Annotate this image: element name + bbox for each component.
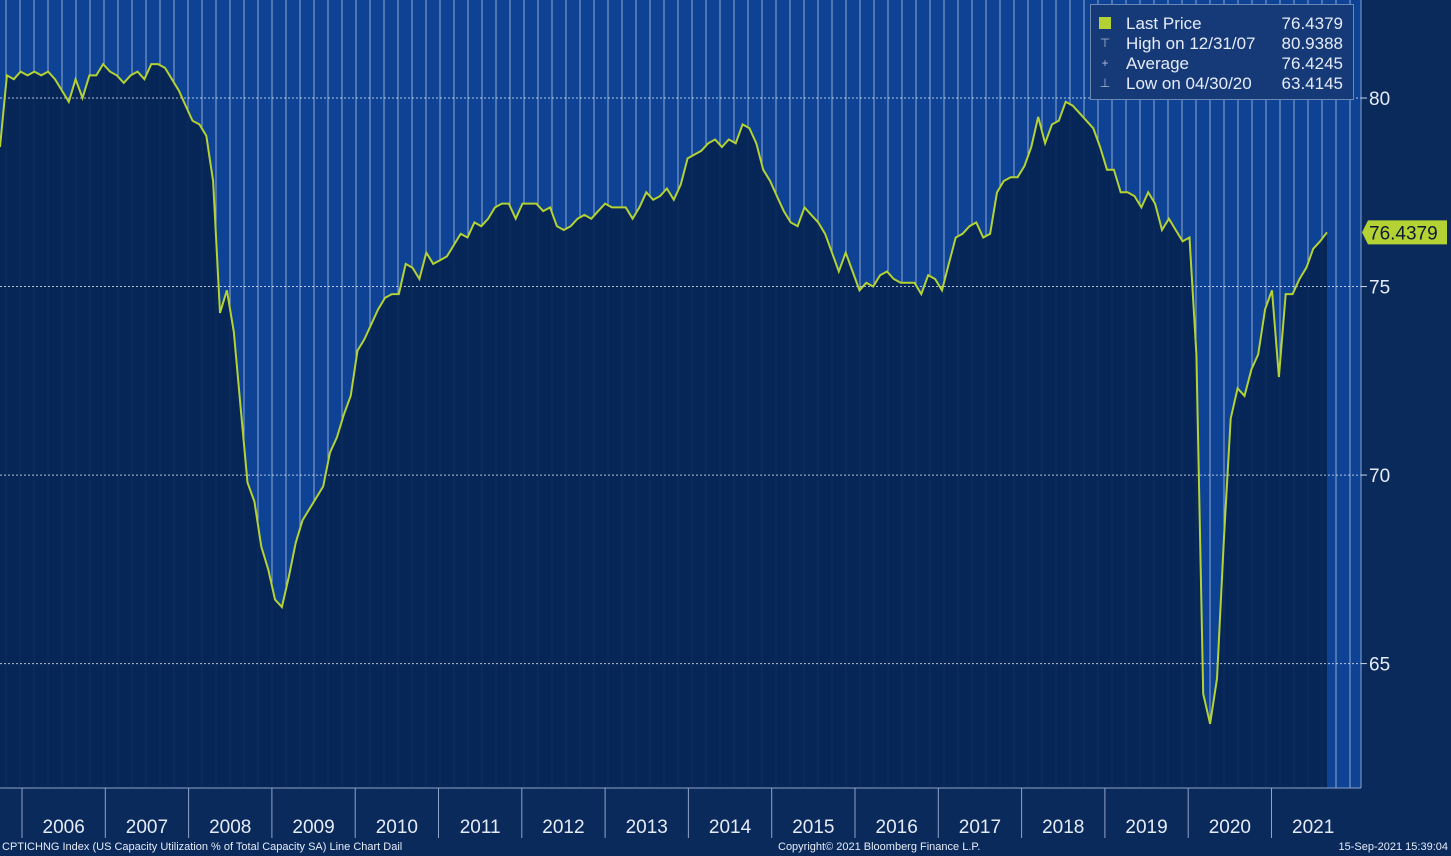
- x-axis: 2006 2007 2008 2009 2010 2011 2012 2013 2014 2015…: [0, 787, 1451, 838]
- x-axis-background: [0, 788, 1451, 838]
- x-tick-label: 2015: [792, 817, 834, 838]
- legend-label: High on 12/31/07: [1126, 34, 1256, 53]
- legend-label: Average: [1126, 54, 1190, 73]
- chart-legend: Last Price 76.4379 ⊤ High on 12/31/07 80…: [1090, 4, 1354, 100]
- x-tick-label: 2006: [43, 817, 85, 838]
- legend-value: 76.4245: [1281, 54, 1343, 73]
- x-tick-label: 2008: [209, 817, 251, 838]
- legend-row-high: ⊤ High on 12/31/07 80.9388: [1091, 34, 1353, 54]
- last-value-tag-shape: [1362, 220, 1447, 245]
- low-marker-icon: ⊥: [1099, 76, 1111, 90]
- legend-row-low: ⊥ Low on 04/30/20 63.4145: [1091, 74, 1353, 94]
- y-tick-label: 70: [1369, 466, 1390, 487]
- x-tick-label: 2016: [876, 817, 918, 838]
- x-tick-label: 2009: [292, 817, 334, 838]
- horizontal-gridlines: [0, 97, 1361, 665]
- y-tick-label: 65: [1369, 655, 1390, 676]
- footer-description: CPTICHNG Index (US Capacity Utilization …: [2, 841, 403, 853]
- x-tick-label: 2018: [1042, 817, 1084, 838]
- y-tick-label: 75: [1369, 278, 1390, 299]
- legend-row-average: + Average 76.4245: [1091, 54, 1353, 74]
- series-line-last-price: [0, 62, 1328, 725]
- legend-value: 63.4145: [1281, 74, 1343, 93]
- x-tick-label: 2014: [709, 817, 752, 838]
- last-value-tag-text: 76.4379: [1369, 223, 1438, 244]
- x-tick-label: 2020: [1209, 817, 1251, 838]
- y-axis-background: [1361, 0, 1451, 838]
- legend-value: 76.4379: [1281, 14, 1343, 33]
- y-axis: 65 70 75 80: [1360, 0, 1451, 838]
- square-icon: [1099, 17, 1111, 29]
- legend-label: Low on 04/30/20: [1126, 74, 1252, 93]
- x-tick-label: 2012: [542, 817, 584, 838]
- last-value-tag: 76.4379: [1362, 220, 1447, 245]
- footer-copyright: Copyright© 2021 Bloomberg Finance L.P.: [778, 841, 981, 853]
- average-marker-icon: +: [1101, 56, 1109, 70]
- footer-timestamp: 15-Sep-2021 15:39:04: [1338, 841, 1448, 853]
- high-marker-icon: ⊤: [1099, 36, 1111, 50]
- y-tick-label: 80: [1369, 89, 1390, 110]
- legend-row-last-price: Last Price 76.4379: [1091, 14, 1353, 34]
- x-tick-label: 2021: [1292, 817, 1334, 838]
- legend-label: Last Price: [1126, 14, 1202, 33]
- x-tick-label: 2013: [626, 817, 668, 838]
- x-tick-label: 2011: [460, 817, 501, 838]
- legend-value: 80.9388: [1281, 34, 1343, 53]
- series-area-fill: [0, 64, 1327, 789]
- x-tick-label: 2007: [126, 817, 168, 838]
- x-tick-label: 2017: [959, 817, 1001, 838]
- x-tick-label: 2019: [1125, 817, 1167, 838]
- x-tick-label: 2010: [376, 817, 418, 838]
